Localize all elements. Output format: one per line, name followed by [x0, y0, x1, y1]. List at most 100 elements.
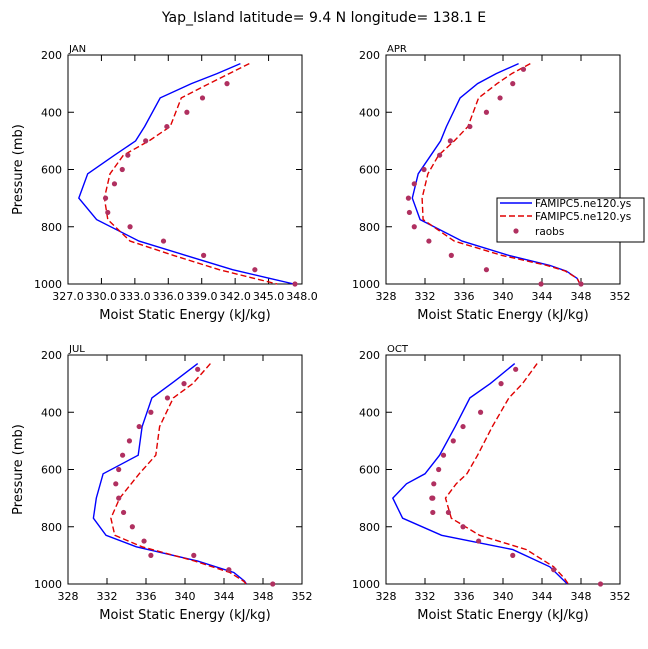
raobs-point: [447, 138, 453, 144]
legend-label: raobs: [535, 226, 564, 238]
x-tick-label: 332: [415, 590, 436, 603]
raobs-point: [164, 123, 170, 130]
raobs-point: [430, 509, 436, 516]
raobs-point: [201, 252, 207, 258]
x-tick-label: 336: [136, 590, 157, 603]
y-tick-label: 200: [41, 49, 62, 62]
x-axis-title: Moist Static Energy (kJ/kg): [417, 608, 588, 623]
raobs-point: [411, 224, 417, 230]
x-tick-label: 352: [610, 590, 631, 603]
series-line-1: [411, 62, 581, 285]
raobs-point: [160, 238, 167, 244]
x-tick-label: 344: [214, 590, 235, 603]
x-tick-label: 345.0: [253, 290, 285, 303]
y-tick-label: 800: [41, 521, 62, 534]
x-tick-label: 332: [97, 590, 118, 603]
raobs-point: [426, 238, 432, 244]
y-axis-title: Pressure (mb): [11, 424, 26, 515]
x-tick-label: 336.0: [153, 290, 185, 303]
raobs-point: [406, 209, 412, 216]
y-tick-label: 200: [359, 349, 380, 362]
x-tick-label: 344: [532, 290, 553, 303]
raobs-point: [483, 109, 490, 115]
y-tick-label: 600: [359, 164, 380, 177]
y-tick-label: 400: [359, 406, 380, 419]
raobs-point: [405, 195, 412, 201]
raobs-point: [120, 509, 127, 516]
series-line-2: [103, 62, 278, 285]
series-line-2: [421, 62, 581, 285]
raobs-point: [184, 109, 190, 115]
raobs-point: [129, 524, 135, 530]
y-tick-label: 1000: [352, 278, 380, 291]
x-tick-label: 330.0: [86, 290, 118, 303]
y-tick-label: 1000: [352, 578, 380, 591]
panel-label: OCT: [387, 344, 409, 355]
x-tick-label: 348: [571, 590, 592, 603]
x-tick-label: 348: [253, 590, 274, 603]
raobs-point: [143, 138, 149, 144]
raobs-point: [436, 466, 442, 473]
raobs-point: [127, 224, 133, 230]
y-tick-label: 200: [41, 349, 62, 362]
raobs-point: [270, 581, 276, 587]
raobs-point: [467, 123, 473, 130]
x-tick-label: 333.0: [119, 290, 151, 303]
raobs-point: [520, 66, 527, 72]
raobs-point: [226, 567, 232, 573]
plot-frame: [385, 354, 621, 585]
raobs-point: [199, 95, 206, 101]
raobs-point: [195, 366, 201, 372]
x-tick-label: 336: [454, 590, 475, 603]
x-tick-label: 342.0: [219, 290, 251, 303]
raobs-point: [116, 466, 122, 473]
raobs-point: [164, 395, 171, 401]
y-tick-label: 400: [41, 106, 62, 119]
panel-jul: JUL 328 332 336 340 344 348 352 200 400 600 800 1000…: [11, 344, 313, 623]
x-tick-label: 352: [292, 590, 313, 603]
raobs-point: [460, 423, 466, 430]
raobs-point: [125, 152, 131, 158]
raobs-point: [120, 452, 126, 458]
raobs-point: [119, 166, 125, 173]
y-tick-label: 800: [41, 221, 62, 234]
y-axis-title: Pressure (mb): [11, 124, 26, 215]
raobs-point: [252, 267, 258, 273]
raobs-point: [460, 524, 466, 530]
raobs-point: [126, 438, 133, 444]
x-tick-label: 328: [376, 590, 397, 603]
y-tick-label: 400: [359, 106, 380, 119]
x-tick-label: 340: [493, 290, 514, 303]
panel-label: JAN: [68, 44, 86, 55]
raobs-point: [116, 495, 122, 501]
raobs-point: [497, 95, 503, 101]
x-tick-label: 340: [175, 590, 196, 603]
series-line-2: [444, 363, 569, 585]
x-tick-label: 332: [415, 290, 436, 303]
raobs-point: [105, 209, 111, 216]
y-tick-label: 800: [359, 221, 380, 234]
legend-marker-raobs: [513, 228, 519, 234]
x-tick-label: 328: [376, 290, 397, 303]
raobs-point: [476, 538, 482, 544]
raobs-point: [551, 567, 557, 573]
x-tick-label: 352: [610, 290, 631, 303]
x-axis-title: Moist Static Energy (kJ/kg): [417, 308, 588, 323]
raobs-point: [421, 166, 427, 173]
x-tick-label: 336: [454, 290, 475, 303]
panel-label: JUL: [68, 344, 85, 355]
legend-box: [496, 197, 645, 243]
raobs-point: [431, 481, 437, 487]
raobs-point: [113, 481, 119, 487]
y-tick-label: 1000: [34, 578, 62, 591]
x-axis-title: Moist Static Energy (kJ/kg): [99, 308, 270, 323]
raobs-point: [477, 409, 484, 415]
x-tick-label: 327.0: [52, 290, 84, 303]
raobs-point: [136, 423, 142, 430]
series-line-2: [110, 363, 247, 585]
legend-label: FAMIPC5.ne120.ys: [535, 211, 631, 223]
raobs-point: [445, 509, 451, 516]
x-tick-label: 340: [493, 590, 514, 603]
